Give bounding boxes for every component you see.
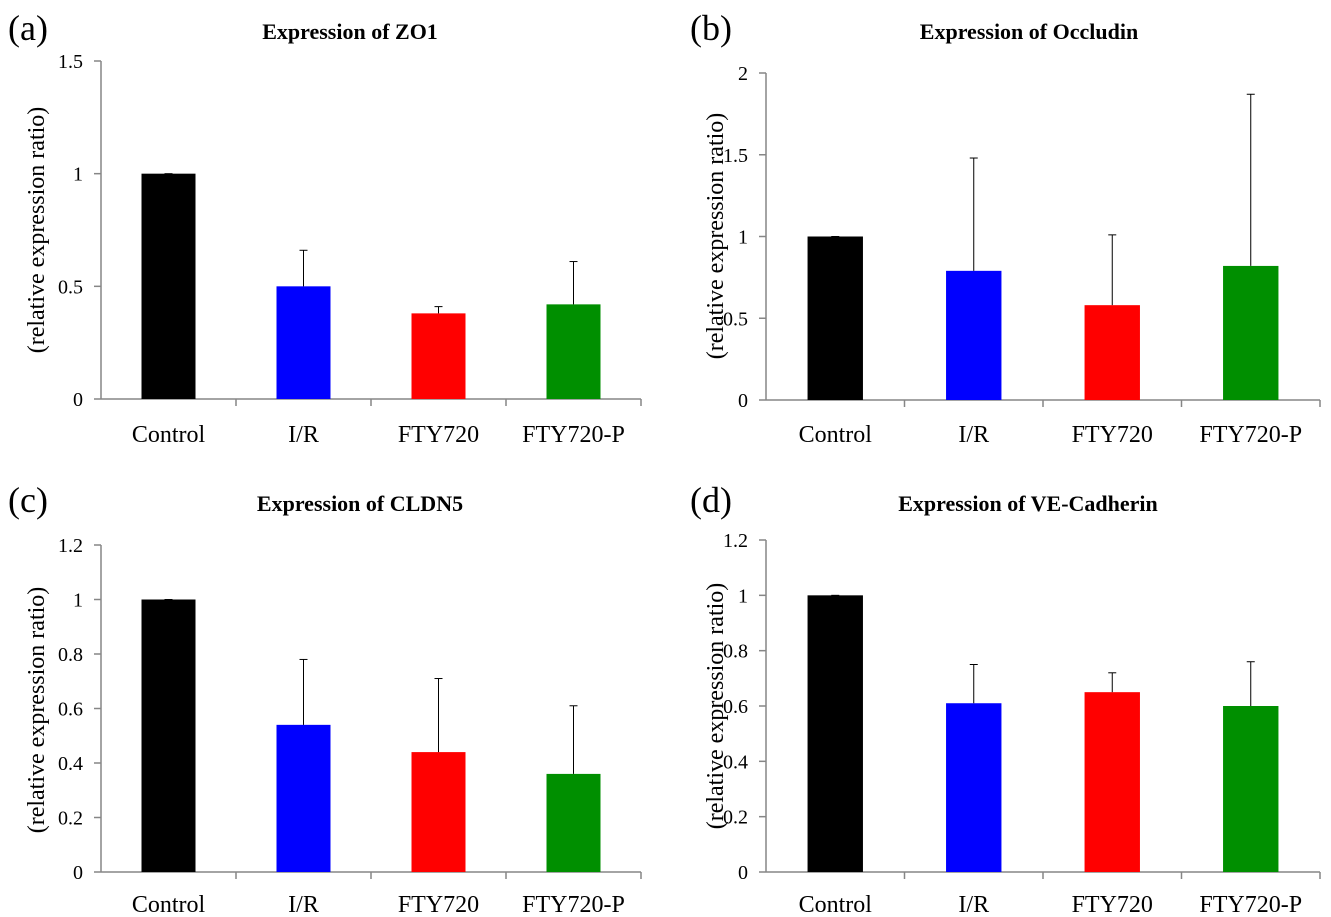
y-axis-label: (relative expression ratio) (24, 587, 50, 834)
y-tick-label: 0.2 (58, 808, 83, 830)
x-category-label: Control (132, 422, 206, 448)
y-tick-label: 0 (738, 390, 748, 412)
panel-label: (d) (690, 480, 732, 520)
x-category-label: Control (799, 422, 873, 448)
x-category-label: FTY720 (398, 892, 479, 917)
x-category-label: FTY720 (1072, 892, 1153, 917)
x-category-label: Control (132, 892, 206, 917)
bar-i-r (946, 270, 1002, 400)
y-tick-label: 0 (738, 862, 748, 884)
bar-control (807, 236, 863, 400)
bar-i-r (276, 724, 331, 872)
bar-fty720-p (1223, 265, 1279, 400)
y-tick-label: 0.8 (723, 641, 748, 663)
bar-fty720 (1084, 305, 1140, 400)
bar-fty720-p (546, 773, 601, 872)
y-tick-label: 0.4 (58, 753, 83, 775)
y-tick-label: 1 (73, 164, 83, 186)
x-category-label: FTY720-P (522, 892, 625, 917)
x-category-label: FTY720-P (1199, 892, 1302, 917)
y-tick-label: 0.4 (723, 751, 748, 773)
y-tick-label: 0.8 (58, 644, 83, 666)
y-tick-label: 0.6 (58, 699, 83, 721)
chart-title: Expression of VE-Cadherin (898, 491, 1158, 516)
x-category-label: Control (799, 892, 873, 917)
chart-panel-d: (d) Expression of VE-Cadherin (relative ex… (690, 480, 1321, 917)
y-tick-label: 1.5 (723, 145, 748, 167)
y-tick-label: 1 (73, 590, 83, 612)
x-category-label: FTY720 (1072, 422, 1153, 448)
bar-control (141, 599, 196, 872)
y-tick-label: 0.5 (58, 276, 83, 298)
bar-fty720-p (546, 304, 601, 399)
bar-control (807, 595, 863, 872)
x-category-label: FTY720 (398, 422, 479, 448)
y-tick-label: 0.6 (723, 696, 748, 718)
chart-title: Expression of CLDN5 (257, 491, 463, 516)
chart-title: Expression of Occludin (920, 19, 1138, 44)
y-tick-label: 1 (738, 227, 748, 249)
y-tick-label: 1.5 (58, 51, 83, 73)
panel-label: (a) (8, 8, 48, 48)
bar-fty720 (411, 752, 466, 872)
y-axis-label: (relative expression ratio) (703, 113, 729, 360)
y-tick-label: 1.2 (723, 530, 748, 552)
x-category-label: I/R (958, 892, 989, 917)
bar-fty720 (411, 313, 466, 399)
bar-i-r (276, 286, 331, 399)
y-tick-label: 2 (738, 63, 748, 85)
y-axis-label: (relative expression ratio) (24, 107, 50, 354)
y-tick-label: 0.5 (723, 308, 748, 330)
bar-fty720 (1084, 692, 1140, 872)
chart-panel-c: (c) Expression of CLDN5 (relative expressi… (8, 480, 642, 917)
chart-panel-b: (b) Expression of Occludin (relative expre… (690, 8, 1321, 448)
y-tick-label: 0 (73, 862, 83, 884)
y-tick-label: 0.2 (723, 807, 748, 829)
x-category-label: I/R (288, 892, 319, 917)
bar-fty720-p (1223, 706, 1279, 872)
chart-panel-a: (a) Expression of ZO1 (relative expression… (8, 8, 642, 448)
chart-title: Expression of ZO1 (262, 19, 438, 44)
x-category-label: FTY720-P (1199, 422, 1302, 448)
x-category-label: I/R (958, 422, 989, 448)
y-tick-label: 0 (73, 389, 83, 411)
y-axis-label: (relative expression ratio) (703, 583, 729, 830)
x-category-label: FTY720-P (522, 422, 625, 448)
bar-control (141, 173, 196, 399)
bar-i-r (946, 703, 1002, 872)
panel-label: (c) (8, 480, 48, 520)
y-tick-label: 1.2 (58, 535, 83, 557)
y-tick-label: 1 (738, 585, 748, 607)
panel-label: (b) (690, 8, 732, 48)
x-category-label: I/R (288, 422, 319, 448)
